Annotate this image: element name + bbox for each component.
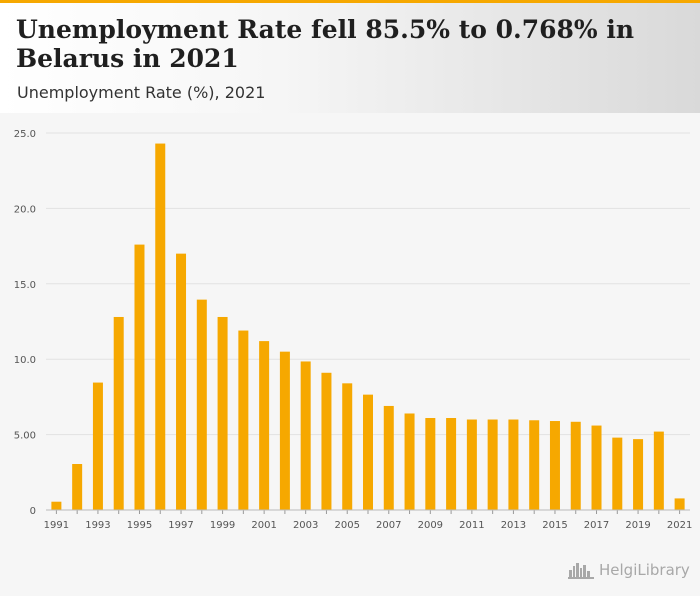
bar-2001[interactable]: 2001: 11.2 (259, 341, 270, 510)
x-tick-label: 2021 (667, 520, 692, 531)
accent-top-bar (0, 0, 700, 3)
x-tick-label: 2013 (501, 520, 526, 531)
bar-1998[interactable]: 1998: 13.95 (196, 299, 207, 510)
bar-1999[interactable]: 1999: 12.8 (217, 316, 228, 510)
y-axis-ticks: 0 5.00 10.0 15.0 20.0 25.0 (14, 129, 36, 517)
bars: 1991: 0.55 1992: 3.05 1993: 8.45 1994: 12.8… (51, 143, 685, 511)
x-tick-label: 1995 (127, 520, 152, 531)
bar-2008[interactable]: 2008: 6.4 (404, 413, 415, 510)
x-tick-label: 2007 (376, 520, 401, 531)
y-tick-label: 5.00 (14, 431, 36, 442)
bar-1996[interactable]: 1996: 24.3 (155, 143, 166, 510)
y-tick-label: 20.0 (14, 204, 36, 215)
bar-1991[interactable]: 1991: 0.55 (51, 501, 62, 510)
bar-2016[interactable]: 2016: 5.85 (570, 421, 581, 510)
bar-2006[interactable]: 2006: 7.65 (363, 394, 373, 510)
y-tick-label: 10.0 (14, 355, 36, 366)
bar-2005[interactable]: 2005: 8.4 (342, 383, 353, 510)
bar-2013[interactable]: 2013: 6 (508, 419, 519, 510)
bar-2002[interactable]: 2002: 10.5 (279, 351, 290, 510)
city-skyline-icon (568, 563, 594, 579)
x-axis-ticks: 1991 1993 1995 1997 1999 2001 2003 2005 2007 2009… (44, 509, 692, 531)
x-tick-label: 1999 (210, 520, 235, 531)
bar-2021[interactable]: 2021: 0.768 (674, 498, 685, 510)
bar-2018[interactable]: 2018: 4.8 (612, 437, 623, 510)
x-tick-label: 2017 (584, 520, 609, 531)
x-tick-label: 2005 (334, 520, 359, 531)
bar-1992[interactable]: 1992: 3.05 (72, 464, 83, 510)
bar-2019[interactable]: 2019: 4.7 (633, 439, 644, 510)
logo-text: HelgiLibrary (599, 561, 690, 579)
bar-1993[interactable]: 1993: 8.45 (92, 382, 103, 510)
x-tick-label: 2011 (459, 520, 484, 531)
chart-header: Unemployment Rate fell 85.5% to 0.768% i… (0, 3, 700, 113)
bar-2020[interactable]: 2020: 5.2 (653, 431, 664, 510)
y-tick-label: 0 (30, 506, 36, 517)
bar-2009[interactable]: 2009: 6.1 (425, 418, 436, 510)
helgilibrary-logo[interactable]: HelgiLibrary (568, 561, 690, 579)
bar-2007[interactable]: 2007: 6.9 (383, 405, 394, 510)
x-tick-label: 2009 (418, 520, 443, 531)
bar-2003[interactable]: 2003: 9.85 (300, 361, 311, 510)
bar-2004[interactable]: 2004: 9.1 (321, 372, 332, 510)
chart-subtitle: Unemployment Rate (%), 2021 (17, 83, 266, 102)
y-tick-label: 25.0 (14, 129, 36, 140)
x-tick-label: 1997 (168, 520, 193, 531)
x-tick-label: 2001 (251, 520, 276, 531)
x-tick-label: 1993 (85, 520, 110, 531)
x-tick-label: 2003 (293, 520, 318, 531)
bar-1994[interactable]: 1994: 12.8 (113, 316, 124, 510)
bar-2012[interactable]: 2012: 6 (487, 419, 498, 510)
bar-2017[interactable]: 2017: 5.6 (591, 425, 602, 510)
x-tick-label: 2015 (542, 520, 567, 531)
x-tick-label: 2019 (625, 520, 650, 531)
bar-2010[interactable]: 2010: 6.1 (446, 418, 457, 510)
chart-title: Unemployment Rate fell 85.5% to 0.768% i… (16, 15, 635, 73)
bar-2000[interactable]: 2000: 11.9 (238, 330, 249, 510)
bar-1995[interactable]: 1995: 17.6 (134, 244, 145, 511)
bar-2014[interactable]: 2014: 5.95 (529, 420, 540, 510)
bar-1997[interactable]: 1997: 17 (176, 253, 187, 510)
y-tick-label: 15.0 (14, 280, 36, 291)
bar-2015[interactable]: 2015: 5.9 (549, 421, 560, 510)
bar-2011[interactable]: 2011: 6 (466, 419, 477, 510)
x-tick-label: 1991 (44, 520, 69, 531)
